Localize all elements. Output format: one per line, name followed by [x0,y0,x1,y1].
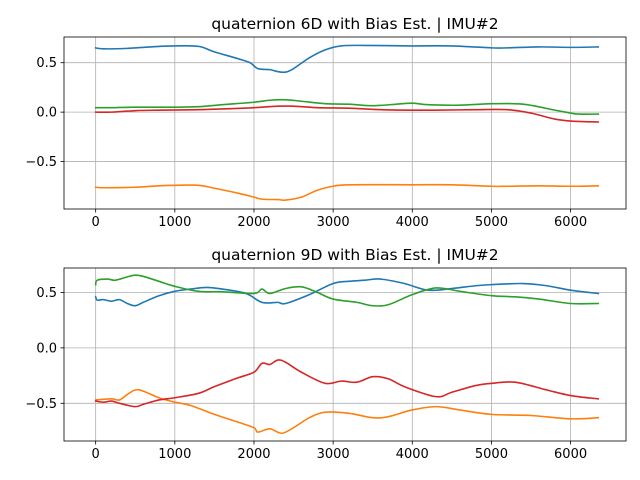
chart-title-2: quaternion 9D with Bias Est. | IMU#2 [211,246,498,264]
x-tick-label: 1000 [158,215,191,230]
series-line-3 [94,98,600,115]
x-tick-label: 6000 [554,447,587,462]
series-line-4 [94,359,600,408]
y-tick-label: 0.0 [36,341,57,356]
y-tick-label: 0.0 [36,106,57,121]
axes-frame-2 [63,267,627,442]
subplot-2: quaternion 9D with Bias Est. | IMU#2 0 10… [25,246,627,462]
y-tick-label: 0.5 [36,286,57,301]
series-line-1 [94,44,600,74]
y-tick-label: −0.5 [25,155,57,170]
chart-title-1: quaternion 6D with Bias Est. | IMU#2 [211,15,498,33]
x-tick-label: 2000 [237,447,270,462]
series-line-3 [94,274,600,307]
x-tick-label: 0 [92,447,100,462]
axes-frame-1 [63,36,627,210]
x-tick-label: 3000 [317,447,350,462]
y-tick-label: −0.5 [25,397,57,412]
series-line-1 [94,278,600,307]
series-line-4 [94,105,600,123]
x-tick-label: 4000 [396,215,429,230]
x-tick-label: 3000 [317,215,350,230]
series-line-2 [94,388,600,435]
series-line-2 [94,183,600,202]
x-tick-label: 4000 [396,447,429,462]
x-tick-label: 2000 [237,215,270,230]
y-tick-label: 0.5 [36,56,57,71]
x-tick-label: 0 [92,215,100,230]
subplot-1: quaternion 6D with Bias Est. | IMU#2 0 10… [25,15,627,230]
x-tick-label: 5000 [475,215,508,230]
x-tick-label: 5000 [475,447,508,462]
x-tick-label: 6000 [554,215,587,230]
x-tick-label: 1000 [158,447,191,462]
